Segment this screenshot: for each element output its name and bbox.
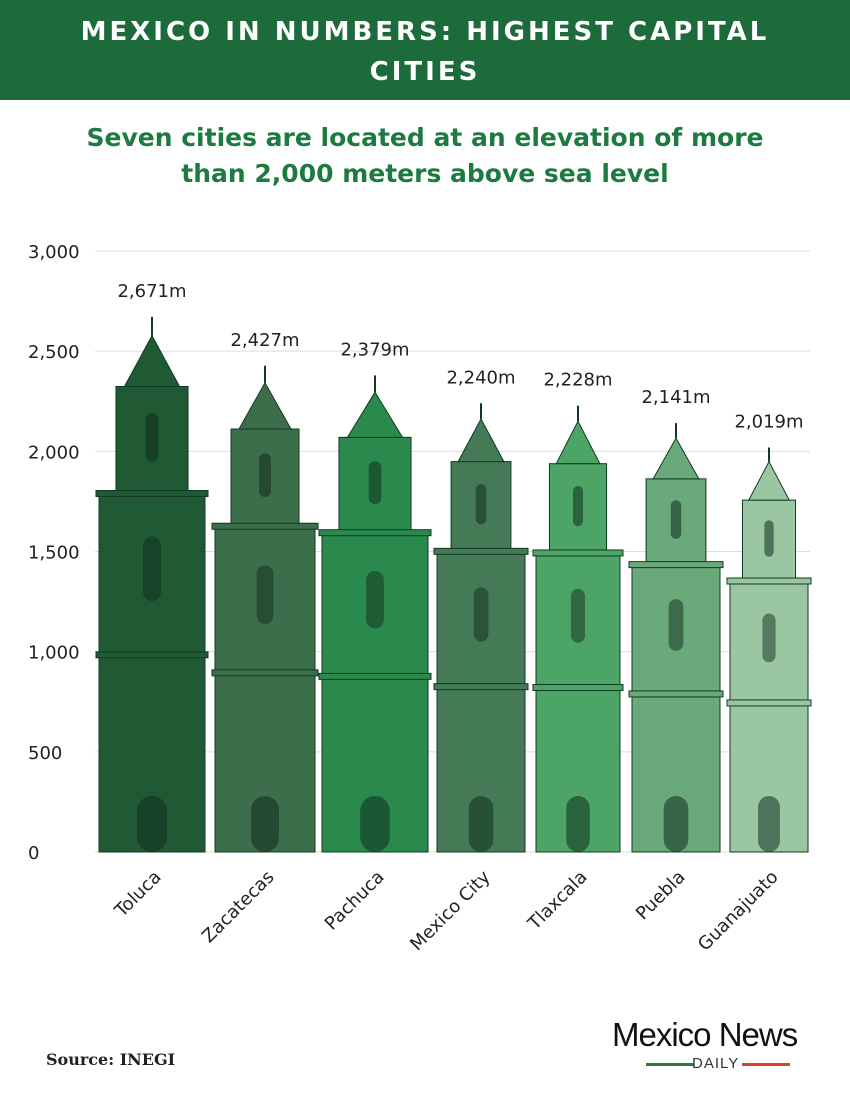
bar-cornice bbox=[433, 683, 529, 691]
data-label: 2,379m bbox=[340, 339, 409, 360]
bar-spire bbox=[457, 417, 505, 463]
bar-window bbox=[256, 565, 274, 624]
bar-door bbox=[758, 796, 780, 852]
bar-window bbox=[366, 571, 384, 629]
bar-window bbox=[762, 613, 776, 663]
bar-cornice bbox=[95, 489, 209, 497]
bar-door bbox=[663, 796, 689, 852]
data-label: 2,228m bbox=[543, 370, 612, 391]
bar-cornice bbox=[726, 699, 812, 707]
logo-name: Mexico News bbox=[612, 1016, 798, 1053]
x-tick-label: Zacatecas bbox=[198, 867, 278, 947]
x-tick-label: Tlaxcala bbox=[523, 867, 591, 935]
x-tick-label: Mexico City bbox=[406, 866, 495, 955]
bar-window bbox=[670, 500, 682, 539]
bar-door bbox=[468, 796, 494, 852]
logo-tagline-row: DAILY bbox=[612, 1054, 826, 1074]
x-tick-label: Pachuca bbox=[321, 867, 389, 935]
bar-window bbox=[764, 520, 774, 557]
x-tick-label: Guanajuato bbox=[694, 867, 783, 956]
chart-subtitle: Seven cities are located at an elevation… bbox=[86, 123, 764, 188]
bar-cornice bbox=[628, 561, 724, 569]
data-label: 2,671m bbox=[117, 281, 186, 302]
data-label: 2,141m bbox=[641, 387, 710, 408]
logo-red-line bbox=[742, 1063, 790, 1066]
y-tick-label: 2,000 bbox=[28, 442, 80, 463]
bar-door bbox=[251, 796, 279, 852]
y-tick-label: 2,500 bbox=[28, 342, 80, 363]
data-label: 2,240m bbox=[446, 367, 515, 388]
bar-spire bbox=[555, 420, 601, 465]
logo-green-line bbox=[646, 1063, 694, 1066]
mexico-news-daily-logo: Mexico News DAILY bbox=[612, 1016, 826, 1074]
bar-spire bbox=[238, 381, 292, 430]
source-note: Source: INEGI bbox=[46, 1050, 176, 1069]
bar-cornice bbox=[726, 577, 812, 585]
y-tick-label: 1,000 bbox=[28, 643, 80, 664]
header-banner: MEXICO IN NUMBERS: HIGHEST CAPITAL CITIE… bbox=[0, 0, 850, 100]
bar-window bbox=[475, 484, 487, 525]
y-tick-label: 500 bbox=[28, 743, 62, 764]
bar-cornice bbox=[318, 529, 432, 537]
y-tick-label: 3,000 bbox=[28, 242, 80, 263]
bar-spire bbox=[652, 437, 700, 480]
bar-window bbox=[145, 413, 159, 462]
bar-window bbox=[368, 461, 382, 505]
bar-cornice bbox=[318, 672, 432, 680]
x-tick-label: Puebla bbox=[632, 867, 690, 925]
bar-spire bbox=[123, 334, 181, 387]
bar-spire bbox=[747, 460, 791, 501]
bar-cornice bbox=[628, 690, 724, 698]
bar-door bbox=[360, 796, 390, 852]
logo-tagline: DAILY bbox=[692, 1055, 740, 1072]
bar-window bbox=[259, 453, 271, 498]
y-tick-label: 0 bbox=[28, 843, 39, 864]
bar-cornice bbox=[433, 547, 529, 555]
bar-door bbox=[137, 796, 167, 852]
bar-door bbox=[566, 796, 590, 852]
data-label: 2,019m bbox=[734, 412, 803, 433]
bar-window bbox=[572, 485, 584, 527]
bar-spire bbox=[346, 391, 404, 438]
bar-cornice bbox=[211, 669, 319, 677]
bar-cornice bbox=[211, 522, 319, 530]
bar-window bbox=[143, 536, 161, 602]
elevation-chart: 0 500 1,000 1,500 2,000 2,500 3,000 2,671m Toluc… bbox=[28, 242, 812, 956]
bar-cornice bbox=[532, 549, 624, 557]
bar-cornice bbox=[532, 684, 624, 692]
y-tick-label: 1,500 bbox=[28, 543, 80, 564]
bar-cornice bbox=[95, 651, 209, 659]
x-tick-label: Toluca bbox=[110, 867, 165, 922]
page-title: MEXICO IN NUMBERS: HIGHEST CAPITAL CITIE… bbox=[80, 17, 770, 87]
bar-window bbox=[570, 588, 586, 643]
bar-window bbox=[473, 587, 489, 642]
bar-window bbox=[668, 599, 684, 651]
data-label: 2,427m bbox=[230, 330, 299, 351]
